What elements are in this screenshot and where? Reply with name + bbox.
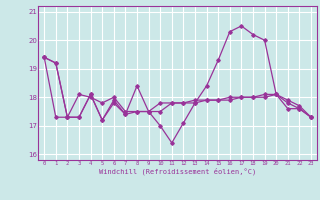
X-axis label: Windchill (Refroidissement éolien,°C): Windchill (Refroidissement éolien,°C): [99, 168, 256, 175]
